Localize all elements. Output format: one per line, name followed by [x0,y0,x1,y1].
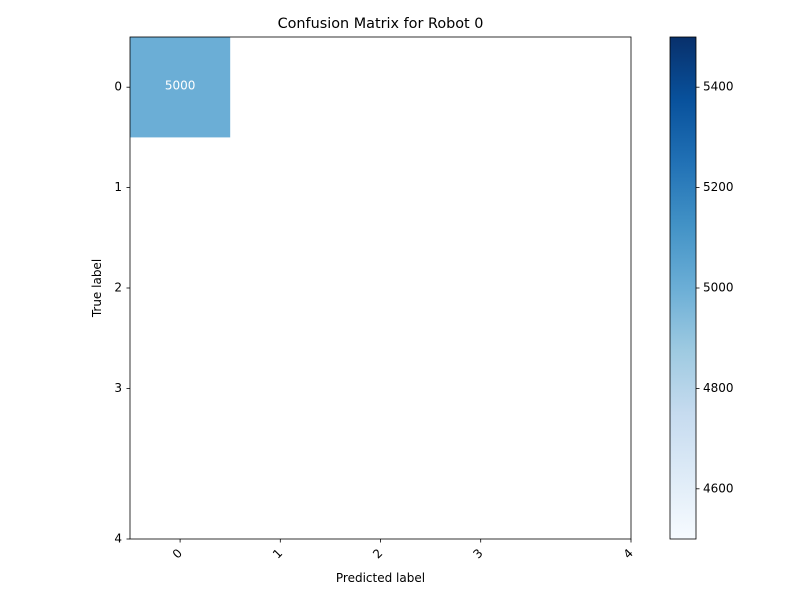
y-tick-label: 0 [114,80,122,94]
colorbar-tick-label: 5200 [703,180,734,194]
colorbar: 4600 4800 5000 5200 5400 [669,36,734,540]
x-tick-label: 3 [470,546,485,561]
cell-value-label: 5000 [165,79,196,93]
chart-title: Confusion Matrix for Robot 0 [278,16,484,32]
y-tick-label: 1 [114,180,122,194]
x-tick-label: 2 [370,546,385,561]
colorbar-gradient [669,36,697,540]
colorbar-tick-label: 4800 [703,381,734,395]
x-axis-label: Predicted label [336,571,425,585]
x-tick-label: 1 [270,546,285,561]
y-tick-label: 2 [114,281,122,295]
colorbar-ticks: 4600 4800 5000 5200 5400 [696,80,734,495]
x-tick-label: 4 [621,546,636,561]
colorbar-tick-label: 4600 [703,481,734,495]
colorbar-tick-label: 5000 [703,281,734,295]
y-axis-label: True label [90,259,104,318]
plot-area: 5000 0 1 2 3 4 0 1 2 3 4 [114,36,636,561]
y-tick-label: 4 [114,532,122,546]
x-tick-label: 0 [170,546,185,561]
colorbar-tick-label: 5400 [703,80,734,94]
matrix-cell [130,37,231,138]
y-tick-label: 3 [114,381,122,395]
